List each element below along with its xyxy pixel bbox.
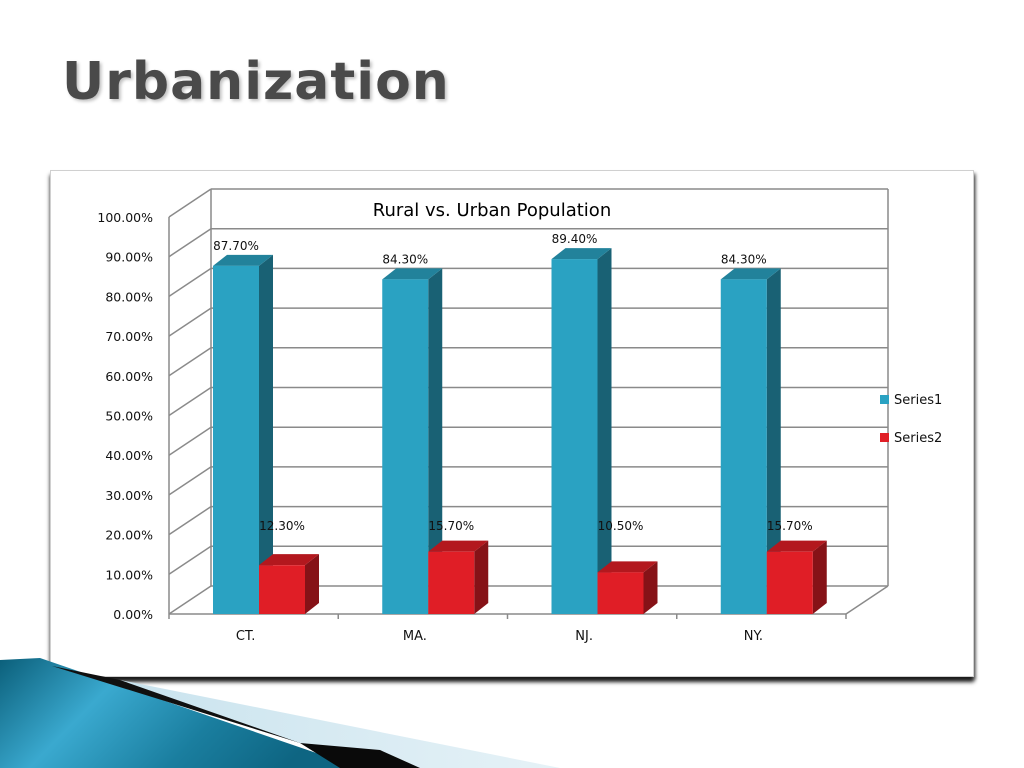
y-tick-label: 10.00% bbox=[105, 567, 153, 582]
bar-side bbox=[597, 248, 612, 614]
y-tick-label: 0.00% bbox=[113, 607, 153, 622]
x-tick-label: CT. bbox=[236, 629, 256, 644]
bar-top bbox=[259, 554, 319, 566]
x-tick-label: MA. bbox=[403, 629, 427, 644]
footer-decoration bbox=[0, 658, 560, 768]
data-label: 15.70% bbox=[767, 519, 813, 533]
x-tick-label: NJ. bbox=[575, 629, 593, 644]
data-label: 84.30% bbox=[382, 252, 428, 266]
y-tick-label: 40.00% bbox=[105, 448, 153, 463]
bar bbox=[720, 279, 767, 614]
bar-side bbox=[259, 254, 273, 614]
gridline-side bbox=[168, 505, 212, 536]
y-tick-label: 60.00% bbox=[105, 369, 153, 384]
y-tick-label: 20.00% bbox=[105, 528, 153, 543]
gridline-side bbox=[168, 585, 212, 615]
bar-top bbox=[597, 561, 658, 573]
bar-side bbox=[305, 554, 319, 614]
data-label: 12.30% bbox=[259, 519, 305, 533]
bar-side bbox=[474, 540, 489, 614]
bar-side bbox=[766, 268, 781, 614]
gridline-side bbox=[168, 466, 212, 496]
gridline-side bbox=[168, 188, 212, 218]
legend-label: Series2 bbox=[894, 431, 942, 446]
y-tick-label: 90.00% bbox=[105, 250, 153, 265]
data-label: 84.30% bbox=[721, 252, 767, 266]
y-tick-label: 100.00% bbox=[97, 210, 153, 225]
bar-side bbox=[428, 268, 443, 614]
bar-top bbox=[213, 254, 273, 266]
gridline-side bbox=[168, 347, 212, 377]
legend-label: Series1 bbox=[894, 393, 942, 408]
bar-side bbox=[643, 561, 658, 614]
bar-top bbox=[720, 268, 781, 280]
bar bbox=[597, 572, 644, 614]
bar-top bbox=[428, 540, 489, 552]
gridline-side bbox=[168, 426, 212, 456]
gridline-side bbox=[168, 267, 212, 298]
data-label: 87.70% bbox=[213, 239, 259, 253]
urbanization-chart: 0.00% 10.00% 20.00% 30.00% 40.00% 50.00% 60.00… bbox=[97, 188, 942, 644]
bar bbox=[213, 265, 259, 614]
chart-title: Rural vs. Urban Population bbox=[373, 200, 611, 221]
data-label: 89.40% bbox=[552, 232, 598, 246]
legend-swatch bbox=[880, 433, 889, 442]
y-tick-label: 50.00% bbox=[105, 409, 153, 424]
bar-top bbox=[766, 540, 827, 552]
bar bbox=[382, 279, 429, 614]
gridline-side bbox=[168, 545, 212, 575]
bar bbox=[766, 551, 813, 614]
slide-title: Urbanization bbox=[62, 52, 450, 112]
y-tick-label: 70.00% bbox=[105, 329, 153, 344]
gridline-side bbox=[168, 228, 212, 258]
legend-swatch bbox=[880, 395, 889, 404]
bar-side bbox=[812, 540, 827, 614]
y-tick-label: 80.00% bbox=[105, 289, 153, 304]
floor-right-edge bbox=[845, 585, 889, 615]
chart-frame: 0.00% 10.00% 20.00% 30.00% 40.00% 50.00% 60.00… bbox=[50, 170, 974, 677]
bar-top bbox=[551, 248, 612, 260]
bar bbox=[551, 259, 598, 614]
gridline-side bbox=[168, 307, 212, 337]
bar bbox=[259, 565, 305, 614]
y-tick-label: 30.00% bbox=[105, 488, 153, 503]
gridline-side bbox=[168, 386, 212, 417]
data-label: 10.50% bbox=[598, 519, 644, 533]
bar bbox=[428, 551, 475, 614]
bar-top bbox=[382, 268, 443, 280]
x-tick-label: NY. bbox=[744, 629, 763, 644]
data-label: 15.70% bbox=[428, 519, 474, 533]
